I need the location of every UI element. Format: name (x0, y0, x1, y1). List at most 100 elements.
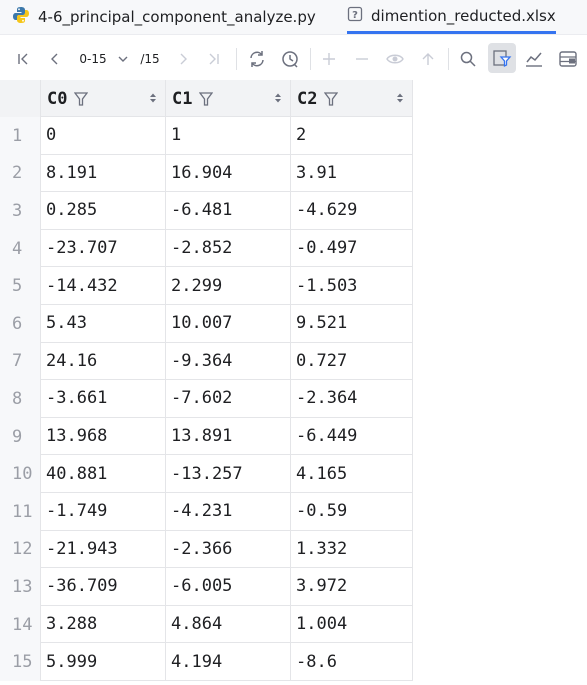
add-row-icon[interactable] (318, 40, 340, 78)
refresh-icon[interactable] (245, 40, 269, 78)
table-cell[interactable]: 1.004 (291, 605, 413, 644)
table-cell[interactable]: 9.521 (291, 305, 413, 343)
table-cell[interactable]: 8.191 (41, 154, 166, 193)
table-cell[interactable]: 16.904 (166, 154, 291, 193)
table-cell[interactable]: 2 (291, 117, 413, 155)
table-row[interactable]: 11 -1.749 -4.231 -0.59 (0, 493, 413, 531)
table-cell[interactable]: -1.503 (291, 267, 413, 305)
table-cell[interactable]: -7.602 (166, 380, 291, 418)
page-total-label: /15 (140, 52, 160, 66)
table-cell[interactable]: -8.6 (291, 643, 413, 681)
chart-view-icon[interactable] (522, 40, 546, 78)
table-row[interactable]: 3 0.285 -6.481 -4.629 (0, 192, 413, 230)
tab-label: dimention_reducted.xlsx (371, 6, 556, 25)
table-cell[interactable]: 1 (166, 117, 291, 155)
table-cell[interactable]: 24.16 (41, 342, 166, 381)
table-cell[interactable]: -9.364 (166, 342, 291, 381)
table-cell[interactable]: -2.852 (166, 229, 291, 268)
filter-icon[interactable] (74, 91, 89, 107)
filter-icon[interactable] (199, 91, 214, 107)
table-cell[interactable]: 1.332 (291, 530, 413, 569)
column-header-c2[interactable]: C2 (291, 80, 413, 117)
filter-icon[interactable] (324, 91, 339, 107)
table-cell[interactable]: -6.449 (291, 417, 413, 456)
table-cell[interactable]: -3.661 (41, 380, 166, 418)
table-cell[interactable]: -4.629 (291, 192, 413, 230)
sort-icon[interactable] (274, 92, 282, 104)
table-cell[interactable]: 5.43 (41, 305, 166, 343)
row-number: 2 (0, 154, 41, 193)
table-cell[interactable]: 5.999 (41, 643, 166, 681)
table-row[interactable]: 12 -21.943 -2.366 1.332 (0, 530, 413, 569)
grid-header: C0 C1 C2 (0, 80, 413, 117)
row-number: 13 (0, 568, 41, 606)
page-size-dropdown-icon[interactable] (114, 40, 132, 78)
column-header-c1[interactable]: C1 (166, 80, 291, 117)
table-cell[interactable]: -0.59 (291, 493, 413, 531)
toolbar-separator (236, 48, 237, 70)
table-cell[interactable]: 0 (41, 117, 166, 155)
table-cell[interactable]: 13.968 (41, 417, 166, 456)
first-page-icon[interactable] (12, 40, 34, 78)
table-cell[interactable]: -13.257 (166, 455, 291, 493)
table-row[interactable]: 4 -23.707 -2.852 -0.497 (0, 229, 413, 268)
table-cell[interactable]: 0.727 (291, 342, 413, 381)
table-cell[interactable]: 4.194 (166, 643, 291, 681)
table-cell[interactable]: -14.432 (41, 267, 166, 305)
row-number: 15 (0, 643, 41, 681)
table-row[interactable]: 10 40.881 -13.257 4.165 (0, 455, 413, 493)
table-cell[interactable]: 40.881 (41, 455, 166, 493)
table-cell[interactable]: -4.231 (166, 493, 291, 531)
table-cell[interactable]: 4.864 (166, 605, 291, 644)
sort-icon[interactable] (396, 92, 404, 104)
table-cell[interactable]: -2.366 (166, 530, 291, 569)
page-range-label: 0-15 (79, 52, 107, 66)
table-cell[interactable]: 0.285 (41, 192, 166, 230)
table-cell[interactable]: 3.288 (41, 605, 166, 644)
table-cell[interactable]: -36.709 (41, 568, 166, 606)
column-header-c0[interactable]: C0 (41, 80, 166, 117)
table-cell[interactable]: -6.481 (166, 192, 291, 230)
table-cell[interactable]: -1.749 (41, 493, 166, 531)
search-icon[interactable] (457, 40, 479, 78)
table-cell[interactable]: -21.943 (41, 530, 166, 569)
table-cell[interactable]: 4.165 (291, 455, 413, 493)
table-cell[interactable]: -0.497 (291, 229, 413, 268)
table-row[interactable]: 5 -14.432 2.299 -1.503 (0, 267, 413, 305)
last-page-icon[interactable] (203, 40, 225, 78)
table-row[interactable]: 6 5.43 10.007 9.521 (0, 305, 413, 343)
row-number: 8 (0, 380, 41, 418)
tab-python-file[interactable]: 4-6_principal_component_analyze.py (12, 0, 316, 34)
row-number: 7 (0, 342, 41, 381)
sort-icon[interactable] (149, 92, 157, 104)
table-row[interactable]: 13 -36.709 -6.005 3.972 (0, 568, 413, 606)
table-cell[interactable]: 3.91 (291, 154, 413, 193)
row-number: 14 (0, 605, 41, 644)
table-cell[interactable]: -2.364 (291, 380, 413, 418)
table-cell[interactable]: -6.005 (166, 568, 291, 606)
table-cell[interactable]: -23.707 (41, 229, 166, 268)
tab-label: 4-6_principal_component_analyze.py (38, 8, 316, 26)
table-row[interactable]: 9 13.968 13.891 -6.449 (0, 417, 413, 456)
history-icon[interactable] (278, 40, 302, 78)
table-cell[interactable]: 2.299 (166, 267, 291, 305)
previous-page-icon[interactable] (44, 40, 66, 78)
table-row[interactable]: 7 24.16 -9.364 0.727 (0, 342, 413, 381)
filter-toggle-icon[interactable] (488, 43, 516, 73)
svg-text:?: ? (352, 10, 358, 21)
row-number: 1 (0, 117, 41, 155)
table-row[interactable]: 2 8.191 16.904 3.91 (0, 154, 413, 193)
table-view-icon[interactable] (556, 40, 580, 78)
submit-icon[interactable] (417, 40, 439, 78)
delete-row-icon[interactable] (351, 40, 373, 78)
table-row[interactable]: 14 3.288 4.864 1.004 (0, 605, 413, 644)
table-row[interactable]: 15 5.999 4.194 -8.6 (0, 643, 413, 681)
table-row[interactable]: 8 -3.661 -7.602 -2.364 (0, 380, 413, 418)
preview-changes-icon[interactable] (383, 40, 407, 78)
table-cell[interactable]: 10.007 (166, 305, 291, 343)
next-page-icon[interactable] (172, 40, 194, 78)
table-cell[interactable]: 13.891 (166, 417, 291, 456)
table-cell[interactable]: 3.972 (291, 568, 413, 606)
tab-xlsx-file[interactable]: ? dimention_reducted.xlsx (347, 0, 556, 34)
